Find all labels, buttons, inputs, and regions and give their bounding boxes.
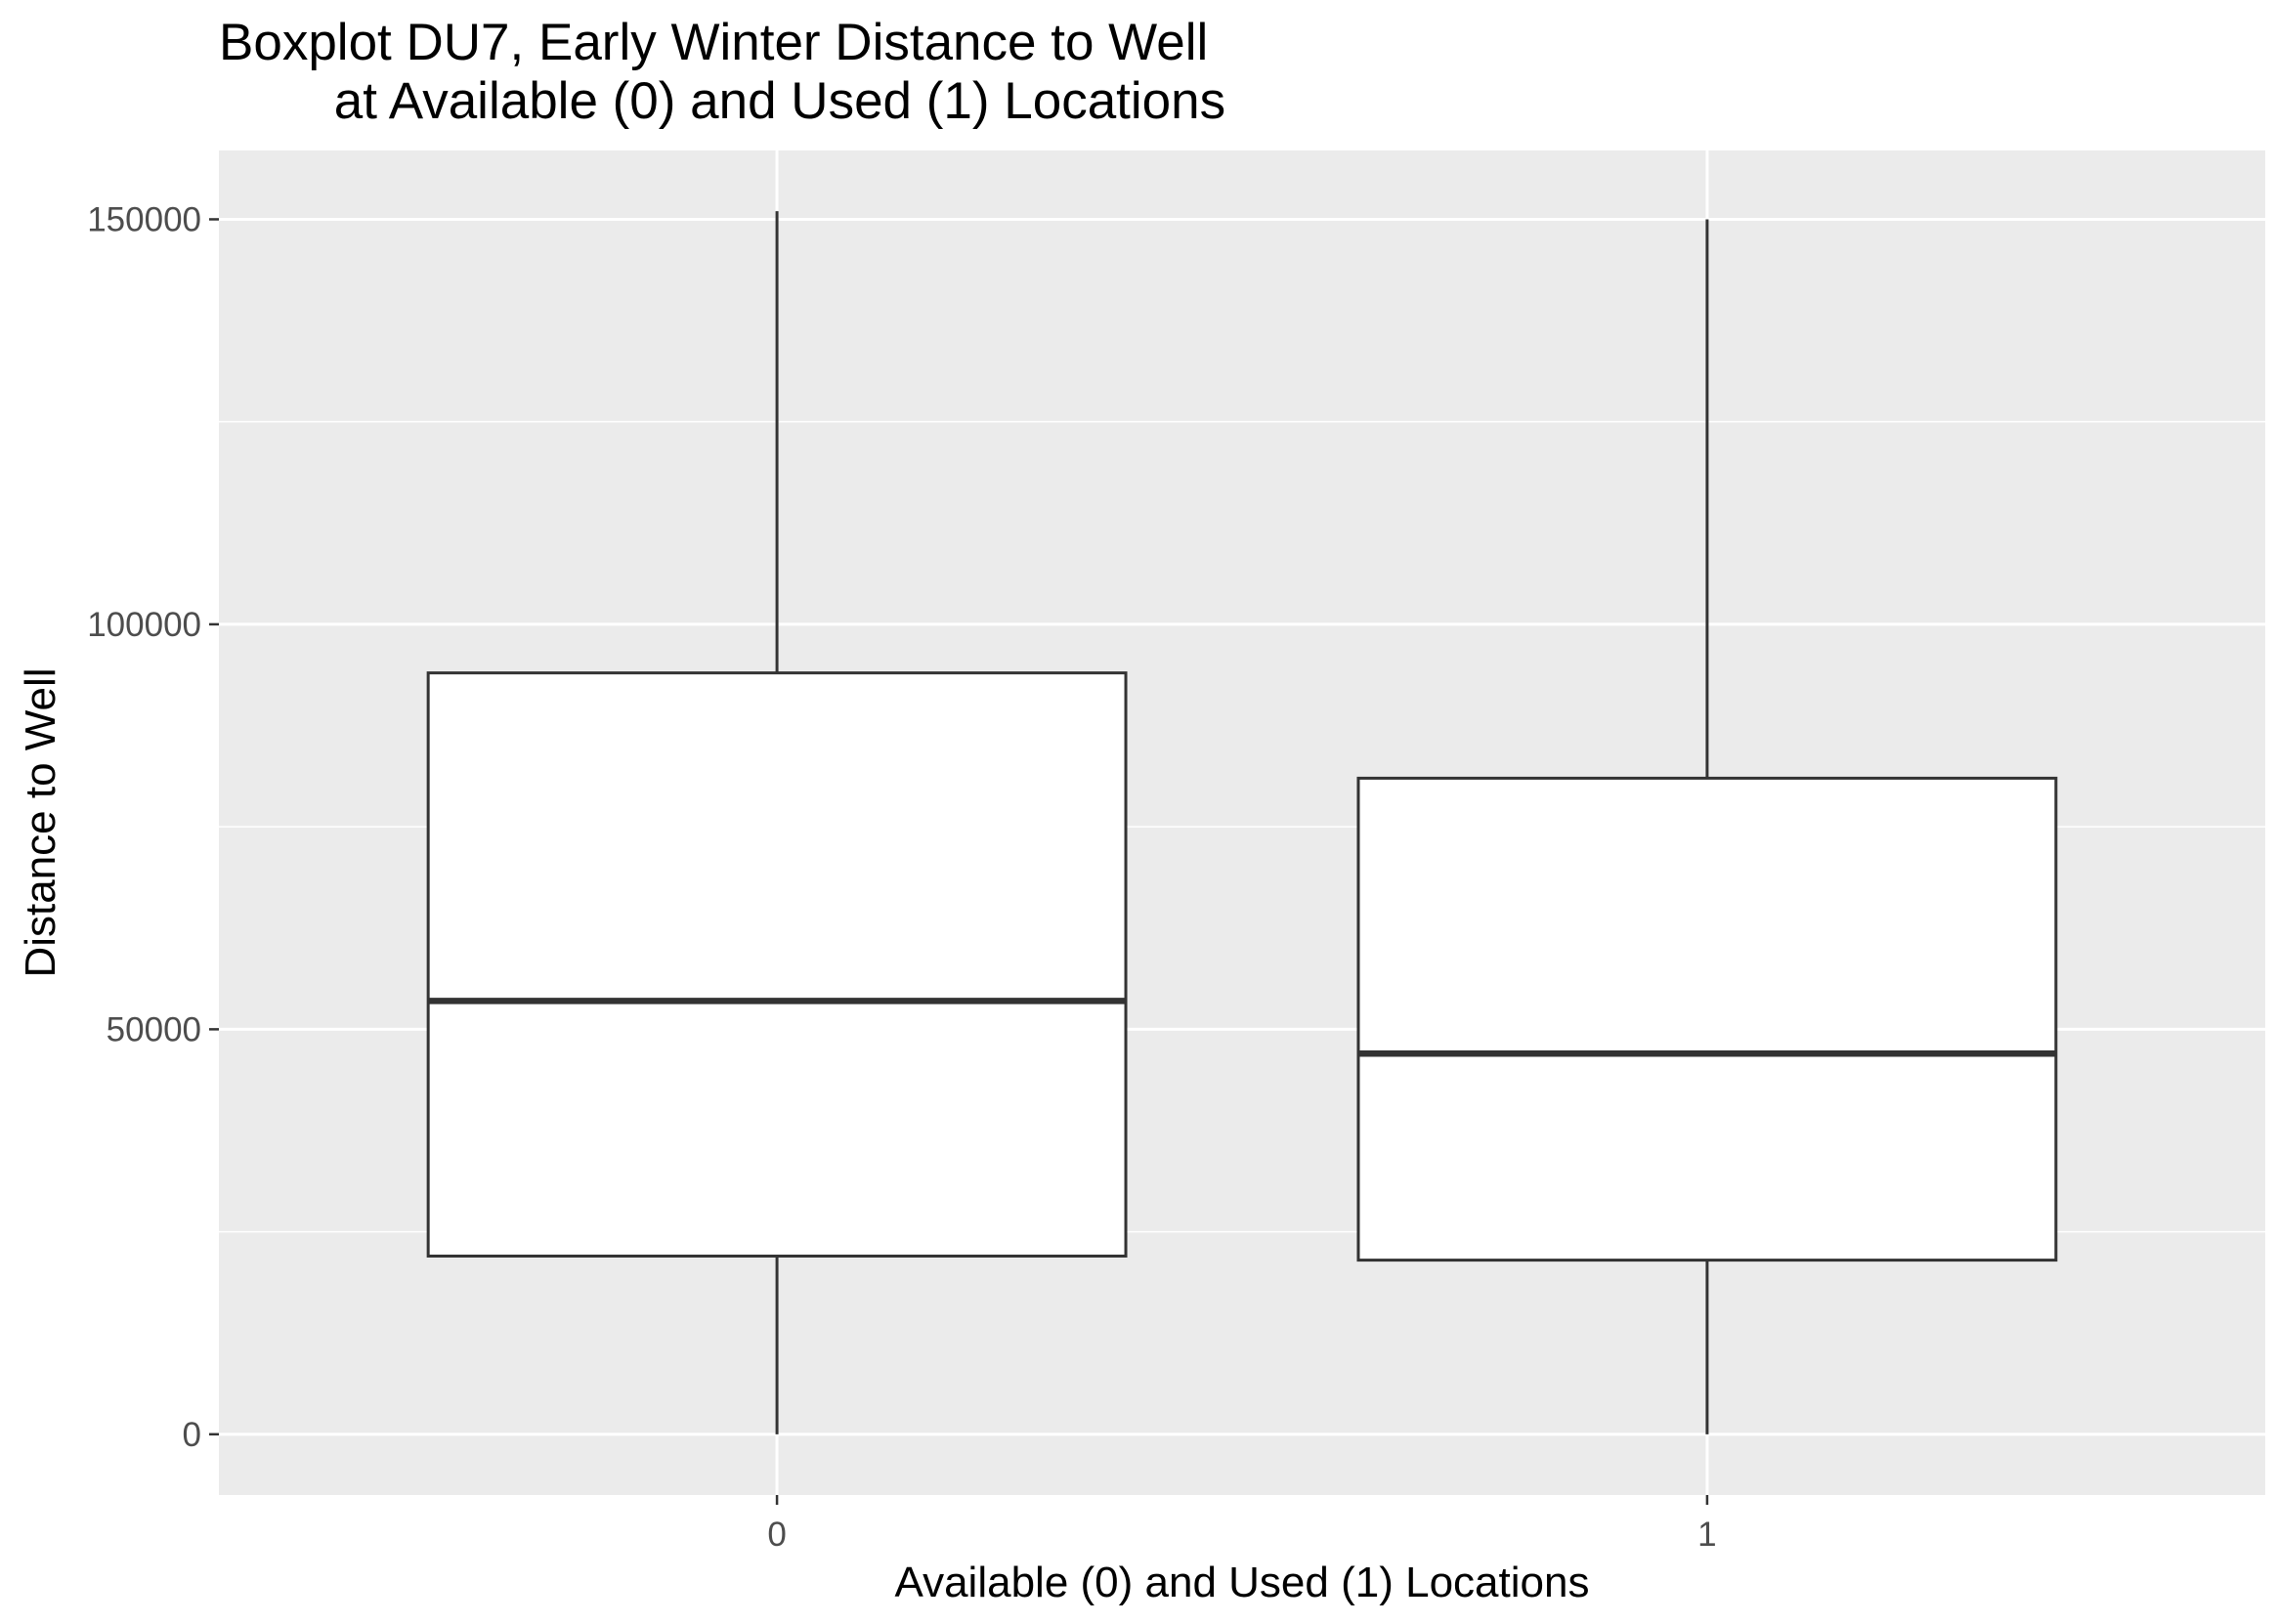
box-1 (1356, 219, 2058, 1434)
boxes (426, 211, 2058, 1434)
y-tick-label: 0 (183, 1416, 201, 1454)
box-body (1356, 776, 2058, 1262)
x-tick-label: 0 (767, 1516, 786, 1554)
y-axis-title: Distance to Well (17, 667, 64, 977)
y-axis: 0 50000 100000 150000 (87, 200, 219, 1454)
y-tick-label: 100000 (87, 606, 201, 644)
box-0 (426, 211, 1128, 1434)
x-axis-title: Available (0) and Used (1) Locations (895, 1559, 1590, 1606)
chart-title: Boxplot DU7, Early Winter Distance to We… (219, 14, 1226, 130)
y-tick-label: 150000 (87, 200, 201, 238)
x-tick-label: 1 (1697, 1516, 1716, 1554)
box-body (426, 671, 1128, 1258)
y-tick-label: 50000 (107, 1010, 201, 1048)
